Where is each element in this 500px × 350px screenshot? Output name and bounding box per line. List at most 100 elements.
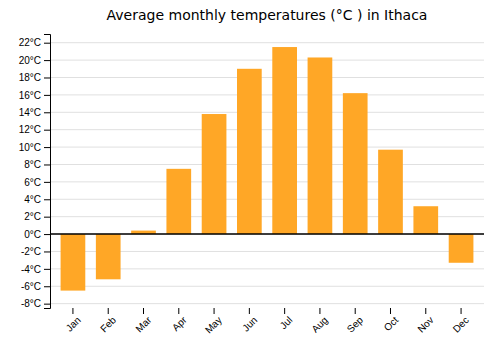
x-tick-label: Feb bbox=[98, 314, 118, 334]
y-tick-mark bbox=[44, 77, 50, 78]
x-tick-mark bbox=[425, 308, 426, 314]
x-tick-label: Oct bbox=[382, 314, 401, 333]
x-tick-label: Dec bbox=[451, 314, 471, 334]
x-tick-mark bbox=[143, 308, 144, 314]
y-tick-label: 22°C bbox=[19, 37, 41, 48]
y-tick: -2°C bbox=[21, 246, 50, 257]
y-tick-mark bbox=[44, 147, 50, 148]
grid-line bbox=[50, 147, 484, 148]
y-tick: 4°C bbox=[24, 194, 50, 205]
x-tick: May bbox=[203, 308, 224, 336]
x-tick-mark bbox=[108, 308, 109, 314]
grid-line bbox=[50, 129, 484, 130]
x-tick: Feb bbox=[98, 308, 118, 334]
y-axis: -8°C -6°C -4°C -2°C 0°C 2°C 4°C 6°C 8°C 10°C 12°C 1… bbox=[19, 35, 51, 310]
grid-line bbox=[50, 303, 484, 304]
y-tick: 16°C bbox=[19, 90, 50, 101]
x-tick-label: Jun bbox=[240, 314, 259, 333]
x-tick-mark bbox=[249, 308, 250, 314]
bar bbox=[378, 150, 403, 234]
x-tick-label: Mar bbox=[133, 314, 153, 334]
x-tick-mark bbox=[214, 308, 215, 314]
x-tick-mark bbox=[72, 308, 73, 314]
y-tick-mark bbox=[44, 95, 50, 96]
x-tick: Sep bbox=[345, 308, 366, 335]
y-tick-label: 20°C bbox=[19, 55, 41, 66]
y-tick-mark bbox=[44, 199, 50, 200]
chart: -8°C -6°C -4°C -2°C 0°C 2°C 4°C 6°C 8°C 10°C 12°C 1… bbox=[0, 0, 500, 350]
grid-line bbox=[50, 42, 484, 43]
y-tick-mark bbox=[44, 251, 50, 252]
y-tick: 10°C bbox=[19, 142, 50, 153]
x-tick-mark bbox=[390, 308, 391, 314]
x-tick-label: Apr bbox=[170, 314, 189, 333]
x-tick-mark bbox=[284, 308, 285, 314]
y-tick: 6°C bbox=[24, 177, 50, 188]
y-tick-label: -8°C bbox=[21, 298, 41, 309]
y-tick: 2°C bbox=[24, 211, 50, 222]
x-tick-mark bbox=[461, 308, 462, 314]
y-tick-mark bbox=[44, 182, 50, 183]
y-tick-mark bbox=[44, 286, 50, 287]
x-tick-mark bbox=[178, 308, 179, 314]
bar bbox=[308, 57, 333, 234]
x-tick: Apr bbox=[170, 308, 189, 333]
y-tick: 14°C bbox=[19, 107, 50, 118]
y-tick-mark bbox=[44, 43, 50, 44]
grid-line bbox=[50, 181, 484, 182]
y-tick: 8°C bbox=[24, 159, 50, 170]
y-tick-mark bbox=[44, 164, 50, 165]
y-tick: -4°C bbox=[21, 264, 50, 275]
x-tick: Jul bbox=[278, 308, 295, 331]
x-tick-label: Jan bbox=[64, 314, 83, 333]
y-axis-line bbox=[44, 35, 51, 309]
y-tick-mark bbox=[44, 112, 50, 113]
bar bbox=[343, 93, 368, 234]
y-tick-label: 6°C bbox=[24, 177, 41, 188]
y-tick: -6°C bbox=[21, 281, 50, 292]
y-tick: 0°C bbox=[24, 229, 50, 240]
y-tick-label: -2°C bbox=[21, 246, 41, 257]
y-tick-label: -4°C bbox=[21, 264, 41, 275]
bar bbox=[166, 169, 191, 234]
x-tick-mark bbox=[319, 308, 320, 314]
grid-line bbox=[50, 199, 484, 200]
x-tick-label: Aug bbox=[309, 314, 329, 334]
bar bbox=[96, 234, 121, 279]
y-tick-label: 10°C bbox=[19, 142, 41, 153]
grid bbox=[50, 43, 484, 304]
x-tick: Jun bbox=[240, 308, 259, 334]
zero-line bbox=[50, 233, 484, 235]
plot: -8°C -6°C -4°C -2°C 0°C 2°C 4°C 6°C 8°C 10°C 12°C 1… bbox=[19, 35, 484, 336]
grid-line bbox=[50, 60, 484, 61]
bar bbox=[272, 47, 297, 234]
y-tick-label: 12°C bbox=[19, 124, 41, 135]
bars bbox=[61, 47, 474, 291]
grid-line bbox=[50, 112, 484, 113]
grid-line bbox=[50, 286, 484, 287]
y-tick-label: 18°C bbox=[19, 72, 41, 83]
y-tick: -8°C bbox=[21, 298, 50, 309]
y-tick-label: 2°C bbox=[24, 211, 41, 222]
x-tick: Jan bbox=[64, 308, 83, 334]
y-tick-mark bbox=[44, 130, 50, 131]
y-tick-label: -6°C bbox=[21, 281, 41, 292]
y-tick-mark bbox=[44, 217, 50, 218]
y-tick-label: 4°C bbox=[24, 194, 41, 205]
y-tick-label: 16°C bbox=[19, 90, 41, 101]
grid-line bbox=[50, 164, 484, 165]
x-tick: Mar bbox=[133, 308, 153, 334]
x-tick: Oct bbox=[382, 308, 401, 333]
y-tick-label: 14°C bbox=[19, 107, 41, 118]
bar bbox=[202, 114, 227, 234]
x-tick: Aug bbox=[309, 308, 329, 335]
bar bbox=[237, 69, 262, 234]
x-axis: JanFebMarAprMayJunJulAugSepOctNovDec bbox=[64, 308, 471, 336]
y-tick: 12°C bbox=[19, 124, 50, 135]
y-tick-mark bbox=[44, 234, 50, 235]
x-tick: Dec bbox=[451, 308, 471, 335]
y-tick: 20°C bbox=[19, 55, 50, 66]
y-tick-label: 8°C bbox=[24, 159, 41, 170]
y-tick-label: 0°C bbox=[24, 229, 41, 240]
y-tick-mark bbox=[44, 60, 50, 61]
